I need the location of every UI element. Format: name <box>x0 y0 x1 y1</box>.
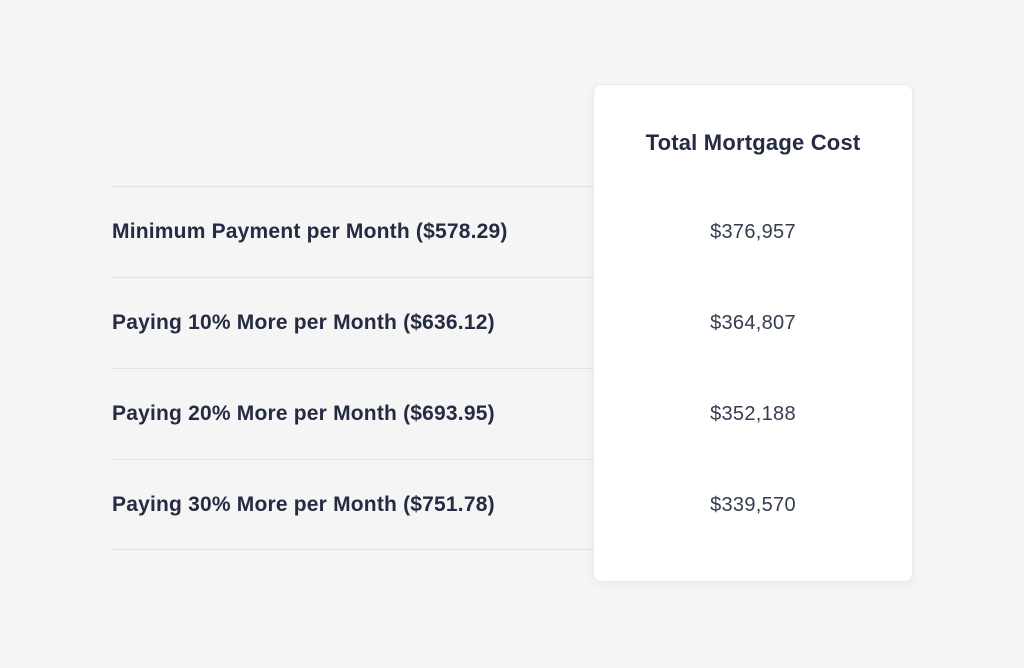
table-row: Paying 20% More per Month ($693.95) <box>112 368 593 459</box>
total-cost-value-minimum-payment: $376,957 <box>710 221 796 243</box>
total-mortgage-cost-header: Total Mortgage Cost <box>645 130 861 155</box>
table-row: Paying 10% More per Month ($636.12) <box>112 277 593 368</box>
total-mortgage-cost-card: Total Mortgage Cost $376,957 $364,807 $3… <box>593 84 913 582</box>
total-cost-value-paying-30-more: $339,570 <box>710 494 796 516</box>
row-label-paying-20-more: Paying 20% More per Month ($693.95) <box>112 402 495 425</box>
row-label-paying-30-more: Paying 30% More per Month ($751.78) <box>112 492 495 516</box>
total-cost-value-paying-10-more: $364,807 <box>710 312 796 334</box>
row-label-paying-10-more: Paying 10% More per Month ($636.12) <box>112 311 495 334</box>
row-label-minimum-payment: Minimum Payment per Month ($578.29) <box>112 220 508 243</box>
total-cost-value-paying-20-more: $352,188 <box>710 403 796 425</box>
payment-scenarios-list: Minimum Payment per Month ($578.29) Payi… <box>112 186 593 550</box>
table-row: Minimum Payment per Month ($578.29) <box>112 186 593 277</box>
table-row: Paying 30% More per Month ($751.78) <box>112 459 593 550</box>
